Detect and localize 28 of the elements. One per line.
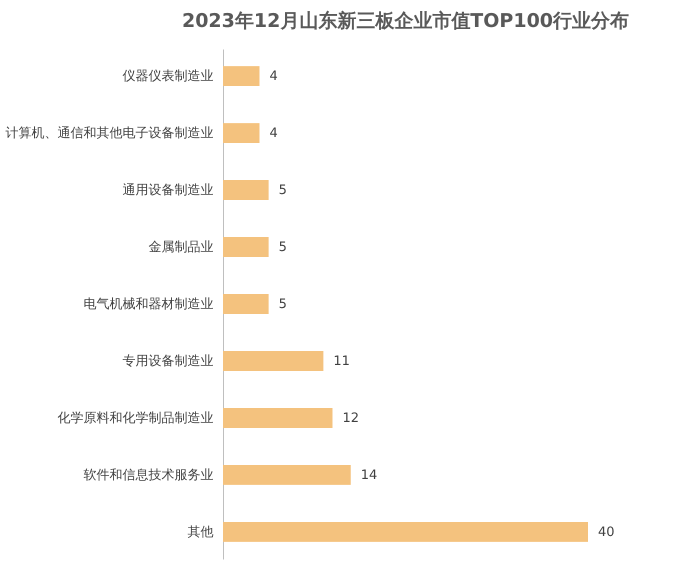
y-tick-label: 软件和信息技术服务业 (84, 468, 214, 483)
bar (223, 180, 269, 200)
data-label: 5 (278, 297, 287, 312)
bar (223, 408, 332, 428)
bar (223, 294, 269, 314)
y-tick-label: 电气机械和器材制造业 (84, 297, 214, 312)
data-label: 40 (598, 524, 615, 540)
bar (223, 237, 269, 257)
data-label: 4 (270, 69, 278, 84)
y-tick-label: 其他 (188, 524, 214, 540)
chart-title: 2023年12月山东新三板企业市值TOP100行业分布 (182, 10, 630, 32)
y-tick-label: 化学原料和化学制品制造业 (58, 410, 214, 426)
bar (223, 464, 351, 485)
data-label: 14 (360, 468, 378, 483)
y-tick-label: 专用设备制造业 (122, 354, 214, 369)
data-label: 5 (278, 240, 287, 256)
bar (223, 66, 260, 86)
bar (223, 351, 324, 371)
data-label: 5 (278, 183, 287, 198)
data-label: 12 (342, 410, 360, 426)
y-tick-label: 计算机、通信和其他电子设备制造业 (6, 126, 214, 142)
data-label: 4 (270, 126, 278, 142)
data-label: 11 (333, 354, 350, 369)
y-tick-label: 仪器仪表制造业 (122, 69, 214, 84)
bar (223, 123, 260, 144)
y-tick-label: 金属制品业 (148, 240, 214, 256)
bar (223, 522, 588, 542)
y-tick-label: 通用设备制造业 (122, 183, 214, 198)
